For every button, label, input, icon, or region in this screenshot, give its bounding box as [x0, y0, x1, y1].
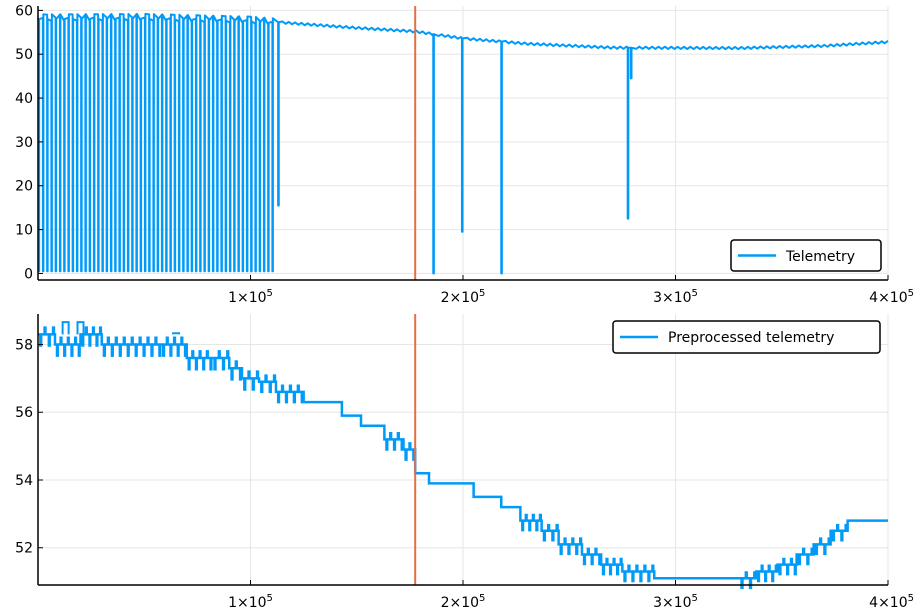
top-panel-axes	[37, 6, 889, 281]
y-tick-label: 52	[15, 541, 33, 557]
y-tick-label: 60	[15, 3, 33, 19]
x-tick-label: 1×105	[228, 593, 273, 608]
x-tick-label: 3×105	[653, 593, 698, 608]
x-tick-label: 1×105	[228, 288, 273, 306]
preprocessed-spike	[172, 332, 181, 335]
y-tick-label: 10	[15, 223, 33, 239]
top-panel-tick-labels: 0 10 20 30 40 50 60 1×105 2×105 3×105 4×105	[15, 3, 914, 306]
x-tick-label: 4×105	[869, 593, 914, 608]
bottom-panel: 52 54 56 58 1×105 2×105 3×105 4×105 Preprocesse…	[15, 314, 914, 608]
y-tick-label: 30	[15, 135, 33, 151]
top-panel-legend: Telemetry	[730, 239, 882, 272]
telemetry-series	[37, 12, 889, 275]
preprocessed-spike	[61, 321, 70, 335]
x-tick-label: 3×105	[653, 288, 698, 306]
y-tick-label: 56	[15, 405, 33, 421]
preprocessed-spike	[76, 321, 85, 335]
x-tick-label: 2×105	[441, 593, 486, 608]
bottom-panel-legend-box	[612, 320, 881, 354]
bottom-panel-grid	[38, 314, 889, 585]
top-panel-legend-box	[730, 239, 882, 272]
telemetry-line	[37, 12, 889, 275]
bottom-panel-legend: Preprocessed telemetry	[612, 320, 881, 354]
preprocessed-telemetry-line	[38, 326, 888, 589]
bottom-panel-tick-labels: 52 54 56 58 1×105 2×105 3×105 4×105	[15, 337, 914, 608]
y-tick-label: 58	[15, 337, 33, 353]
top-panel: 0 10 20 30 40 50 60 1×105 2×105 3×105 4×105 Teleme…	[15, 3, 914, 306]
legend-label-telemetry: Telemetry	[785, 249, 855, 265]
x-tick-label: 2×105	[441, 288, 486, 306]
y-tick-label: 0	[24, 266, 33, 282]
x-tick-label: 4×105	[869, 288, 914, 306]
bottom-panel-axes	[37, 314, 889, 586]
y-tick-label: 40	[15, 91, 33, 107]
y-tick-label: 50	[15, 47, 33, 63]
y-tick-label: 54	[15, 473, 33, 489]
legend-label-preprocessed-telemetry: Preprocessed telemetry	[668, 330, 834, 346]
preprocessed-telemetry-series	[38, 321, 888, 589]
y-tick-label: 20	[15, 179, 33, 195]
